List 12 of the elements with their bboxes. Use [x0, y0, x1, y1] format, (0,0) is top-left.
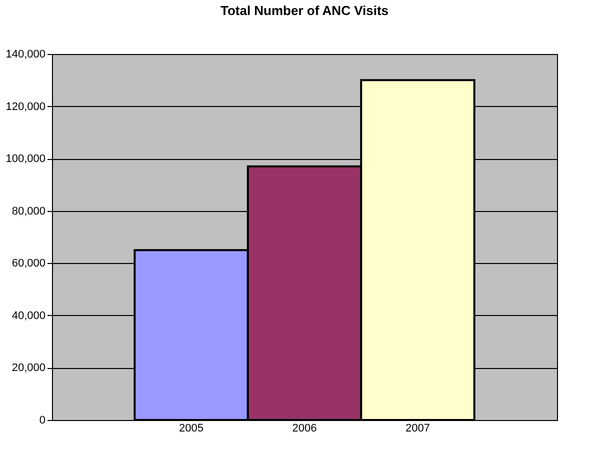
- y-tick-label: 100,000: [6, 153, 46, 166]
- y-tick-label: 120,000: [6, 100, 46, 113]
- y-tick-label: 40,000: [12, 310, 46, 322]
- x-tick-label: 2007: [405, 422, 430, 434]
- x-tick-label: 2005: [179, 422, 204, 434]
- x-tick-label: 2006: [292, 422, 317, 434]
- chart-title: Total Number of ANC Visits: [220, 3, 389, 18]
- y-tick-label: 0: [39, 414, 46, 426]
- y-tick-label: 80,000: [12, 205, 46, 218]
- y-tick-label: 20,000: [12, 362, 46, 374]
- y-tick-label: 140,000: [6, 48, 46, 60]
- y-tick-label: 60,000: [12, 258, 46, 270]
